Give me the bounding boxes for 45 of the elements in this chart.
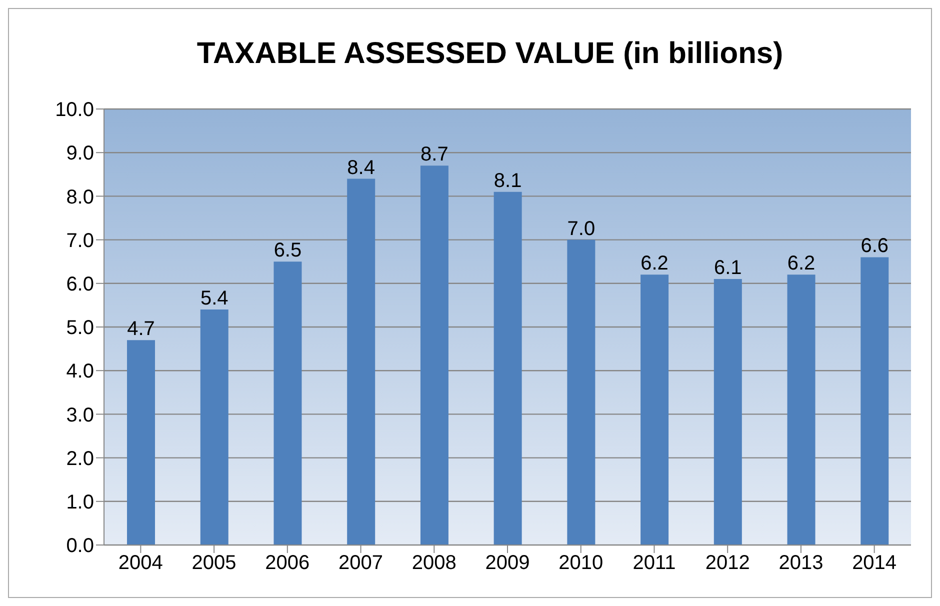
y-tick-label: 0.0: [66, 535, 94, 558]
y-tick-label: 5.0: [66, 317, 94, 340]
x-tick-label: 2009: [485, 552, 530, 574]
chart-title: TAXABLE ASSESSED VALUE (in billions): [196, 36, 784, 72]
y-tick-label: 2.0: [66, 448, 94, 470]
bar: [714, 279, 742, 545]
data-label: 7.0: [567, 218, 596, 240]
y-tick-label: 10.0: [55, 99, 94, 122]
x-tick-label: 2012: [705, 552, 750, 574]
bar: [420, 166, 448, 545]
data-label: 6.2: [787, 252, 816, 275]
bar: [494, 192, 522, 545]
bar: [567, 240, 596, 545]
data-label: 4.7: [127, 318, 155, 340]
bar: [274, 262, 302, 545]
bar: [200, 310, 228, 545]
data-label: 6.1: [714, 257, 742, 280]
bar: [860, 257, 889, 545]
x-tick-label: 2010: [558, 552, 604, 574]
y-tick-label: 4.0: [66, 360, 94, 383]
data-label: 8.1: [494, 170, 522, 192]
data-label: 8.7: [420, 144, 448, 166]
x-tick-label: 2008: [412, 552, 456, 574]
x-tick-label: 2004: [118, 552, 163, 574]
x-tick-label: 2011: [632, 552, 676, 574]
data-label: 6.6: [860, 235, 889, 258]
x-tick-label: 2013: [778, 552, 824, 574]
bar: [347, 178, 376, 545]
y-tick-label: 7.0: [66, 230, 94, 252]
y-tick-label: 9.0: [66, 142, 94, 165]
data-label: 6.5: [274, 240, 302, 262]
y-tick-label: 3.0: [66, 404, 94, 426]
y-tick-label: 1.0: [66, 492, 94, 514]
data-label: 8.4: [347, 156, 375, 179]
x-tick-label: 2007: [338, 552, 384, 574]
y-tick-label: 6.0: [66, 274, 94, 296]
bar: [127, 340, 155, 545]
x-tick-label: 2006: [265, 552, 310, 574]
x-tick-label: 2005: [192, 552, 236, 574]
data-label: 6.2: [640, 252, 668, 275]
data-label: 5.4: [200, 288, 228, 310]
x-tick-label: 2014: [852, 552, 897, 574]
bar: [640, 274, 669, 545]
y-tick-label: 8.0: [66, 186, 94, 208]
bar: [787, 274, 816, 545]
